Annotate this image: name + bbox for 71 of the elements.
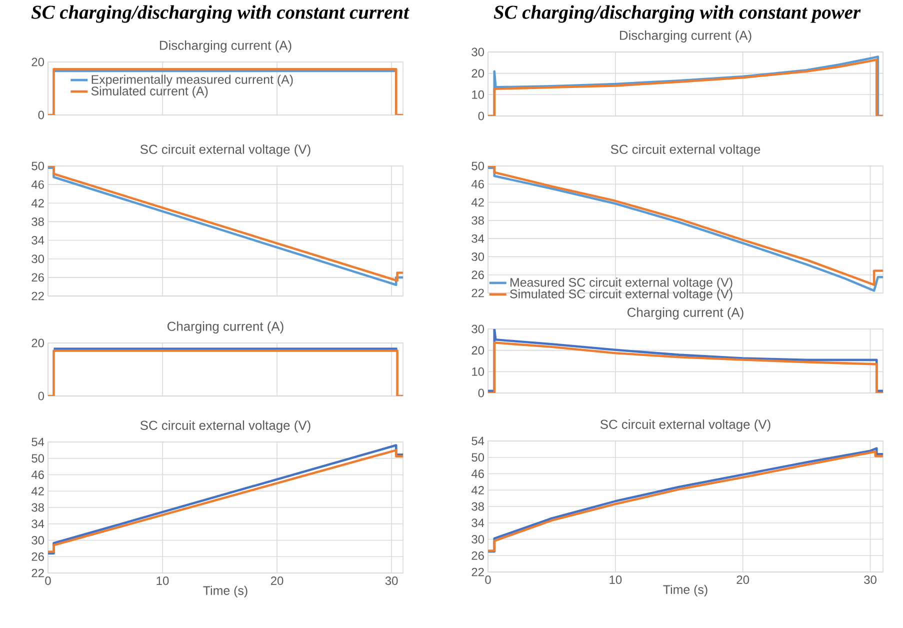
y-tick-label: 38 [472,502,484,511]
y-tick-label: 42 [471,198,484,206]
y-tick-label: 46 [471,470,484,478]
legend-label: Simulated current (A) [91,86,208,98]
chart-title: Charging current (A) [628,307,744,320]
legend-label: Measured SC circuit external voltage (V) [510,278,732,290]
y-tick-label: 38 [472,216,484,225]
chart-subtitle: Discharging current (A) [160,40,292,52]
y-tick-label: 20 [472,69,484,78]
x-tick-label: 30 [385,576,398,585]
y-tick-label: 54 [32,438,44,446]
y-tick-label: 10 [472,90,484,99]
legend-label: Experimentally measured current (A) [92,74,293,86]
y-tick-label: 26 [32,273,44,282]
y-tick-label: 0 [478,112,484,120]
x-tick-label: 20 [736,576,750,584]
chart-title: SC circuit external voltage (V) [140,144,310,156]
y-tick-label: 26 [472,551,484,560]
y-tick-label: 50 [472,162,484,170]
y-tick-label: 0 [38,392,44,400]
y-tick-label: 38 [32,217,44,226]
chart-title: SC charging/discharging with constant current [31,5,410,23]
y-tick-label: 30 [472,324,484,334]
y-tick-label: 42 [31,486,44,496]
line-series [488,342,884,393]
y-tick-label: 30 [472,252,484,261]
y-tick-label: 42 [31,198,44,208]
chart-title: SC circuit external voltage (V) [140,420,310,433]
y-tick-label: 42 [471,486,484,494]
x-tick-label: 20 [270,576,284,585]
y-tick-label: 30 [32,536,44,544]
chart-title: SC circuit external voltage (V) [600,419,770,432]
y-tick-label: 20 [472,346,484,355]
x-tick-label: 30 [864,576,876,584]
y-tick-label: 30 [472,48,484,56]
y-tick-label: 34 [472,234,484,243]
y-tick-label: 30 [472,535,484,544]
y-tick-label: 34 [472,518,484,528]
y-tick-label: 22 [32,292,44,300]
y-tick-label: 34 [32,520,44,528]
y-tick-label: 50 [32,162,44,170]
y-tick-label: 20 [32,338,44,348]
y-tick-label: 34 [32,236,44,245]
x-tick-label: 10 [156,576,169,585]
y-tick-label: 50 [32,454,44,463]
y-tick-label: 30 [32,254,44,264]
chart-subtitle: Discharging current (A) [620,30,752,42]
y-tick-label: 46 [31,470,44,479]
x-tick-label: 0 [45,576,51,585]
chart-title: SC charging/discharging with constant power [494,5,861,23]
y-tick-label: 54 [472,436,484,446]
y-tick-label: 46 [31,180,44,189]
y-tick-label: 20 [32,58,44,66]
x-tick-label: 0 [485,576,491,584]
y-tick-label: 0 [478,388,484,398]
x-axis-title: Time (s) [203,586,248,598]
y-tick-label: 26 [32,552,44,561]
y-tick-label: 10 [472,367,484,376]
y-tick-label: 26 [472,270,484,280]
y-tick-label: 0 [38,110,44,120]
chart-title: SC circuit external voltage [610,144,760,156]
y-tick-label: 22 [32,568,44,578]
y-tick-label: 22 [472,568,484,576]
chart-title: Charging current (A) [167,321,284,334]
y-tick-label: 38 [32,503,44,512]
legend-label: Simulated SC circuit external voltage (V) [510,289,732,301]
y-tick-label: 46 [471,180,484,188]
y-tick-label: 22 [472,288,484,298]
x-axis-title: Time (s) [663,584,708,596]
y-tick-label: 50 [472,453,484,462]
x-tick-label: 10 [610,576,622,584]
